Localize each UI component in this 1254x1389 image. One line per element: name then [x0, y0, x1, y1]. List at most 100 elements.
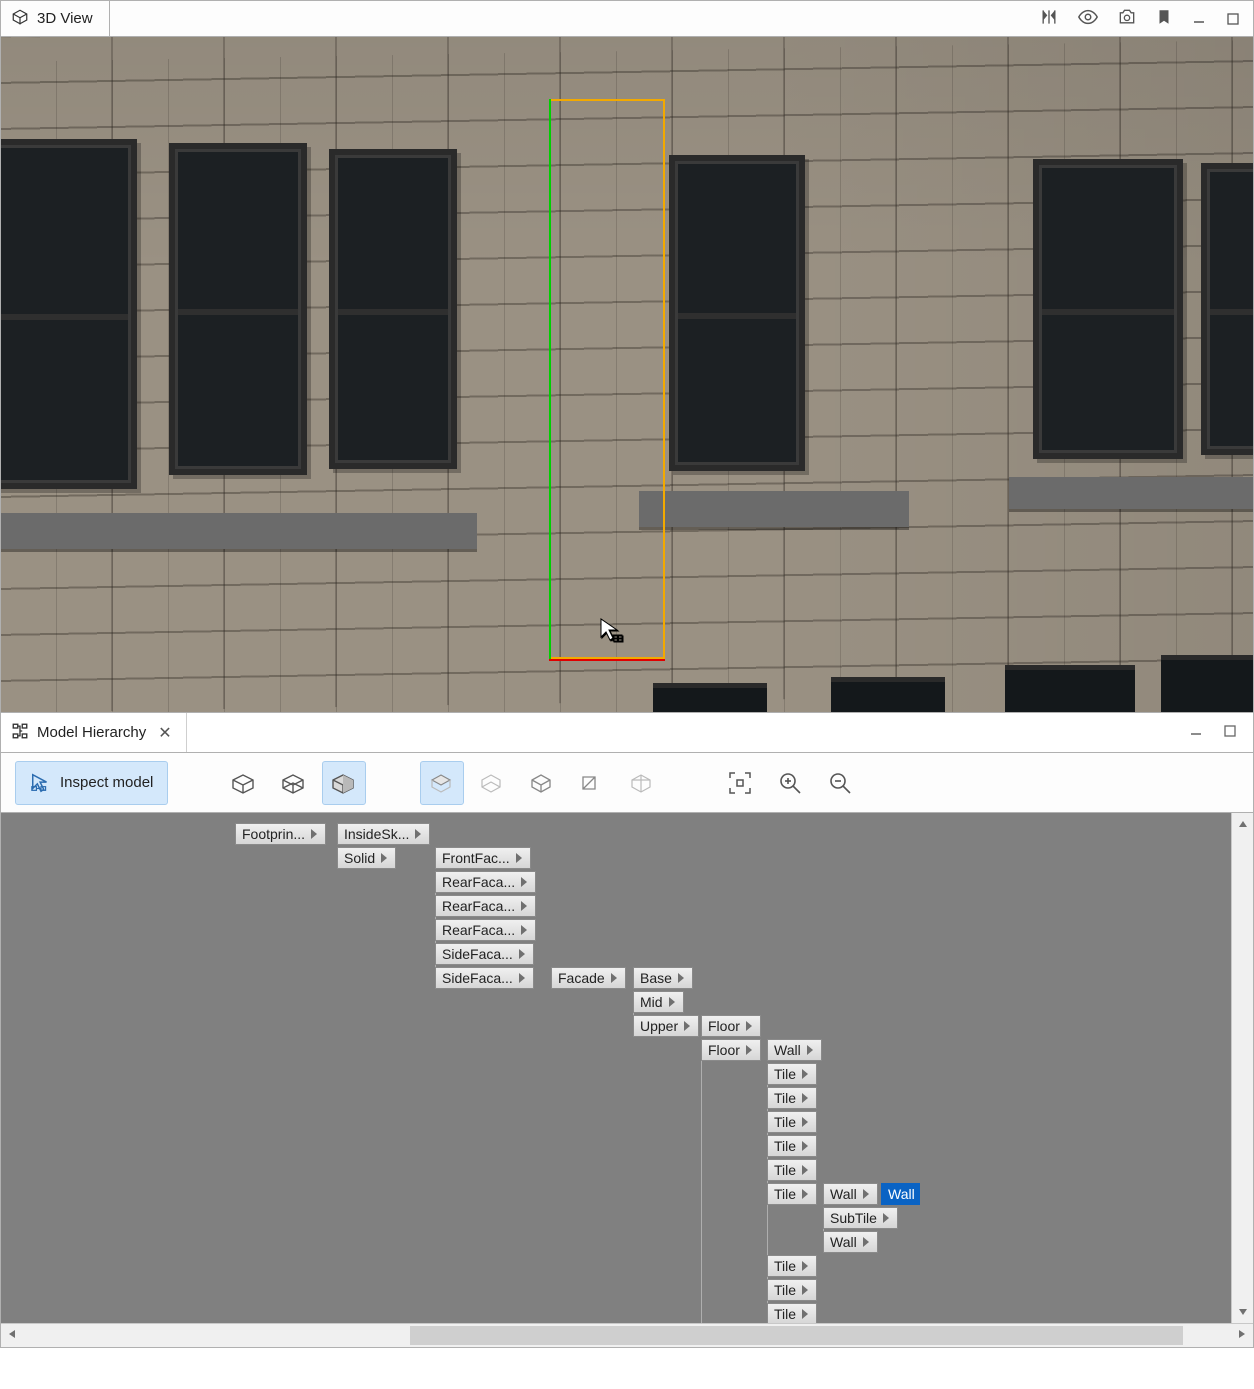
hierarchy-tree-area[interactable]: Footprin... InsideSk...Solid FrontFac... Re…	[1, 813, 1253, 1323]
face-mode-1-button[interactable]	[420, 761, 464, 805]
window-sill	[639, 491, 909, 527]
tree-node-label: SubTile	[830, 1210, 877, 1226]
chevron-right-icon[interactable]	[680, 1016, 694, 1036]
minimize-icon[interactable]	[1189, 724, 1203, 741]
chevron-right-icon[interactable]	[307, 824, 321, 844]
tree-node-rearfac1[interactable]: RearFaca...	[435, 871, 536, 893]
tree-node-tile5[interactable]: Tile	[767, 1159, 817, 1181]
chevron-right-icon[interactable]	[377, 848, 391, 868]
scroll-right-icon[interactable]	[1231, 1328, 1253, 1343]
tree-node-tile2[interactable]: Tile	[767, 1087, 817, 1109]
chevron-right-icon[interactable]	[798, 1088, 812, 1108]
chevron-right-icon[interactable]	[742, 1016, 756, 1036]
tree-node-tile4[interactable]: Tile	[767, 1135, 817, 1157]
chevron-right-icon[interactable]	[798, 1280, 812, 1300]
hscroll-thumb[interactable]	[410, 1326, 1183, 1345]
chevron-right-icon[interactable]	[859, 1232, 873, 1252]
eye-icon[interactable]	[1077, 6, 1099, 31]
display-mode-1-button[interactable]	[222, 761, 266, 805]
chevron-right-icon[interactable]	[859, 1184, 873, 1204]
chevron-right-icon[interactable]	[798, 1160, 812, 1180]
bookmark-icon[interactable]	[1155, 7, 1173, 30]
tree-node-upper[interactable]: Upper	[633, 1015, 699, 1037]
tree-node-rearfac3[interactable]: RearFaca...	[435, 919, 536, 941]
scroll-up-icon[interactable]	[1232, 813, 1253, 835]
tree-node-sidefac2[interactable]: SideFaca...	[435, 967, 534, 989]
tree-node-label: Tile	[774, 1258, 796, 1274]
hscroll-track[interactable]	[23, 1324, 1231, 1347]
tree-node-frontfac[interactable]: FrontFac...	[435, 847, 531, 869]
chevron-right-icon[interactable]	[798, 1256, 812, 1276]
chevron-right-icon[interactable]	[674, 968, 688, 988]
chevron-right-icon[interactable]	[517, 872, 531, 892]
chevron-right-icon[interactable]	[515, 968, 529, 988]
zoom-in-button[interactable]	[768, 761, 812, 805]
tree-node-tile7[interactable]: Tile	[767, 1255, 817, 1277]
chevron-right-icon[interactable]	[515, 944, 529, 964]
chevron-right-icon[interactable]	[798, 1304, 812, 1323]
tree-node-insidesk[interactable]: InsideSk...	[337, 823, 430, 845]
scroll-down-icon[interactable]	[1232, 1301, 1253, 1323]
facade-window	[169, 143, 307, 475]
zoom-out-button[interactable]	[818, 761, 862, 805]
tree-node-floor2[interactable]: Floor	[701, 1039, 761, 1061]
chevron-right-icon[interactable]	[411, 824, 425, 844]
display-mode-2-button[interactable]	[272, 761, 316, 805]
3d-viewport[interactable]	[1, 37, 1253, 712]
tree-node-tile9[interactable]: Tile	[767, 1303, 817, 1323]
face-mode-4-button[interactable]	[570, 761, 614, 805]
horizontal-scrollbar[interactable]	[1, 1323, 1253, 1347]
tree-node-subtile[interactable]: SubTile	[823, 1207, 898, 1229]
tree-node-label: RearFaca...	[442, 874, 515, 890]
face-mode-2-button[interactable]	[470, 761, 514, 805]
chevron-right-icon[interactable]	[517, 896, 531, 916]
chevron-right-icon[interactable]	[798, 1112, 812, 1132]
tree-node-tile1[interactable]: Tile	[767, 1063, 817, 1085]
tree-node-tile8[interactable]: Tile	[767, 1279, 817, 1301]
lower-window	[1005, 665, 1135, 712]
lower-window	[653, 683, 767, 712]
3d-view-tab[interactable]: 3D View	[1, 1, 110, 36]
tree-node-facade[interactable]: Facade	[551, 967, 626, 989]
face-mode-3-button[interactable]	[520, 761, 564, 805]
tree-node-wall_sel[interactable]: Wall	[881, 1183, 920, 1205]
maximize-icon[interactable]	[1225, 11, 1241, 27]
chevron-right-icon[interactable]	[517, 920, 531, 940]
minimize-icon[interactable]	[1191, 11, 1207, 27]
chevron-right-icon[interactable]	[665, 992, 679, 1012]
tree-node-solid[interactable]: Solid	[337, 847, 396, 869]
tree-node-wall2[interactable]: Wall	[823, 1183, 878, 1205]
tree-node-footprint[interactable]: Footprin...	[235, 823, 326, 845]
tree-node-floor1[interactable]: Floor	[701, 1015, 761, 1037]
chevron-right-icon[interactable]	[798, 1136, 812, 1156]
model-hierarchy-tab[interactable]: Model Hierarchy ✕	[1, 713, 187, 752]
tree-node-base[interactable]: Base	[633, 967, 693, 989]
tree-node-rearfac2[interactable]: RearFaca...	[435, 895, 536, 917]
facade-window	[669, 155, 805, 471]
compare-icon[interactable]	[1039, 7, 1059, 30]
face-mode-5-button[interactable]	[620, 761, 664, 805]
display-mode-3-button[interactable]	[322, 761, 366, 805]
scroll-left-icon[interactable]	[1, 1328, 23, 1343]
close-icon[interactable]: ✕	[158, 723, 171, 743]
chevron-right-icon[interactable]	[742, 1040, 756, 1060]
tree-node-mid[interactable]: Mid	[633, 991, 684, 1013]
vertical-scrollbar[interactable]	[1231, 813, 1253, 1323]
camera-icon[interactable]	[1117, 7, 1137, 30]
chevron-right-icon[interactable]	[512, 848, 526, 868]
tree-node-sidefac1[interactable]: SideFaca...	[435, 943, 534, 965]
inspect-model-button[interactable]: Inspect model	[15, 761, 168, 805]
tree-connector	[701, 1039, 702, 1323]
chevron-right-icon[interactable]	[798, 1184, 812, 1204]
maximize-icon[interactable]	[1223, 724, 1237, 741]
tree-node-label: FrontFac...	[442, 850, 510, 866]
fit-view-button[interactable]	[718, 761, 762, 805]
chevron-right-icon[interactable]	[607, 968, 621, 988]
chevron-right-icon[interactable]	[803, 1040, 817, 1060]
chevron-right-icon[interactable]	[798, 1064, 812, 1084]
tree-node-wall1[interactable]: Wall	[767, 1039, 822, 1061]
tree-node-wall3[interactable]: Wall	[823, 1231, 878, 1253]
tree-node-tile3[interactable]: Tile	[767, 1111, 817, 1133]
tree-node-tile6[interactable]: Tile	[767, 1183, 817, 1205]
chevron-right-icon[interactable]	[879, 1208, 893, 1228]
